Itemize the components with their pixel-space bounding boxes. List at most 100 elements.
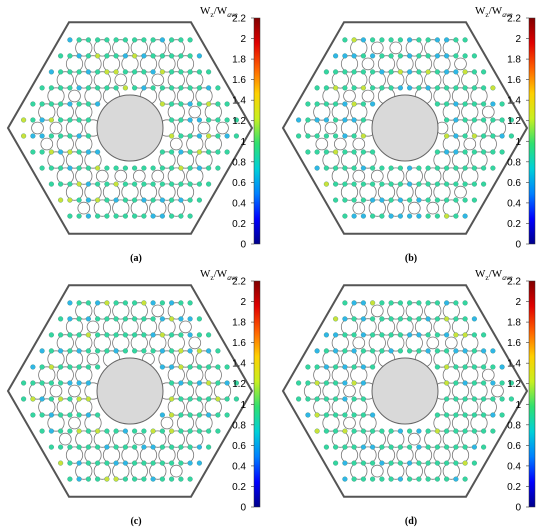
subchannel-dot [95,37,101,43]
colorbar-tick-label: 0.8 [232,157,246,168]
subchannel-dot [76,133,82,139]
fuel-rod [65,55,84,73]
subchannel-dot [215,428,221,434]
fuel-rod [75,302,93,320]
subchannel-dot [150,348,156,354]
subchannel-dot [471,117,477,123]
subchannel-dot [407,165,413,171]
subchannel-dot [224,149,230,155]
subchannel-dot [453,364,459,370]
subchannel-dot [453,444,459,450]
subchannel-dot [67,364,73,370]
subchannel-dot [425,332,431,338]
subchannel-dot [150,53,156,59]
subchannel-dot [30,396,36,402]
fuel-rod [56,103,74,121]
subchannel-dot [508,380,514,386]
subchannel-dot [113,476,119,482]
subchannel-dot [351,133,357,139]
subchannel-dot [196,53,202,59]
colorbar-tick-label: 0.4 [232,198,246,209]
subchannel-dot [169,412,175,418]
fuel-rod [340,446,359,464]
fuel-rod [442,103,460,121]
fuel-rod [75,334,93,352]
colorbar-tick-label: 2.2 [507,277,521,288]
subchannel-dot [314,412,320,418]
subchannel-dot [342,412,348,418]
fuel-rod [130,334,148,352]
fuel-rod [377,183,396,201]
subchannel-dot [122,37,128,43]
subchannel-dot [159,85,165,91]
subchannel-dot [360,476,366,482]
fuel-rod [58,432,72,446]
subchannel-dot [314,117,320,123]
fuel-rod [75,135,93,153]
subchannel-dot [333,85,339,91]
subchannel-dot [323,364,329,370]
colorbar-tick-label: 1 [240,137,246,148]
subchannel-dot [206,412,212,418]
fuel-rod [322,382,340,400]
fuel-rod [479,135,497,153]
subchannel-dot [122,197,128,203]
colorbar-ticks: 2.2 2 1.8 1.6 1.4 1.2 1 0.8 0.6 0.4 0.2 0 [507,14,529,251]
fuel-rod [112,199,130,217]
subchannel-dot [453,69,459,75]
subchannel-dot [48,149,54,155]
subchannel-dot [206,364,212,370]
subchannel-dot [196,460,202,466]
fuel-rod [65,183,84,201]
subchannel-dot [333,69,339,75]
subchannel-dot [499,380,505,386]
fuel-rod [442,366,460,384]
subchannel-dot [215,380,221,386]
fuel-rod [149,199,167,217]
subchannel-dot [104,165,110,171]
fuel-rod [112,334,130,352]
subchannel-dot [48,165,54,171]
subchannel-dot [159,181,165,187]
fuel-rod [481,105,495,119]
subchannel-dot [333,149,339,155]
subchannel-dot [397,53,403,59]
colorbar-tick-label: 0.4 [507,461,521,472]
fuel-rod [130,71,148,89]
subchannel-dot [187,348,193,354]
subchannel-dot [407,332,413,338]
subchannel-dot [196,348,202,354]
subchannel-dot [95,300,101,306]
subchannel-dot [48,332,54,338]
fuel-rod [461,430,479,448]
subchannel-dot [481,428,487,434]
fuel-rod [442,167,460,185]
subchannel-dot [122,165,128,171]
subchannel-dot [76,412,82,418]
fuel-rod [424,39,442,57]
subchannel-dot [169,300,175,306]
subchannel-dot [342,197,348,203]
subchannel-dot [178,117,184,123]
subchannel-dot [333,364,339,370]
subchannel-dot [342,380,348,386]
colorbar-tick-label: 0 [240,503,246,514]
subchannel-dot [379,197,385,203]
fuel-rod [176,151,195,169]
subchannel-dot [444,37,450,43]
subchannel-dot [444,364,450,370]
subchannel-dot [67,85,73,91]
fuel-rod [195,350,213,368]
fuel-rod [93,462,111,480]
subchannel-dot [206,133,212,139]
colorbar-tick-label: 0 [515,503,521,514]
subchannel-dot [67,53,73,59]
fuel-rod [114,73,128,87]
subchannel-dot [67,101,73,107]
subchannel-dot [434,85,440,91]
subchannel-dot [178,213,184,219]
subchannel-dot [333,348,339,354]
subchannel-dot [342,460,348,466]
fuel-rod [313,398,331,416]
subchannel-dot [187,53,193,59]
